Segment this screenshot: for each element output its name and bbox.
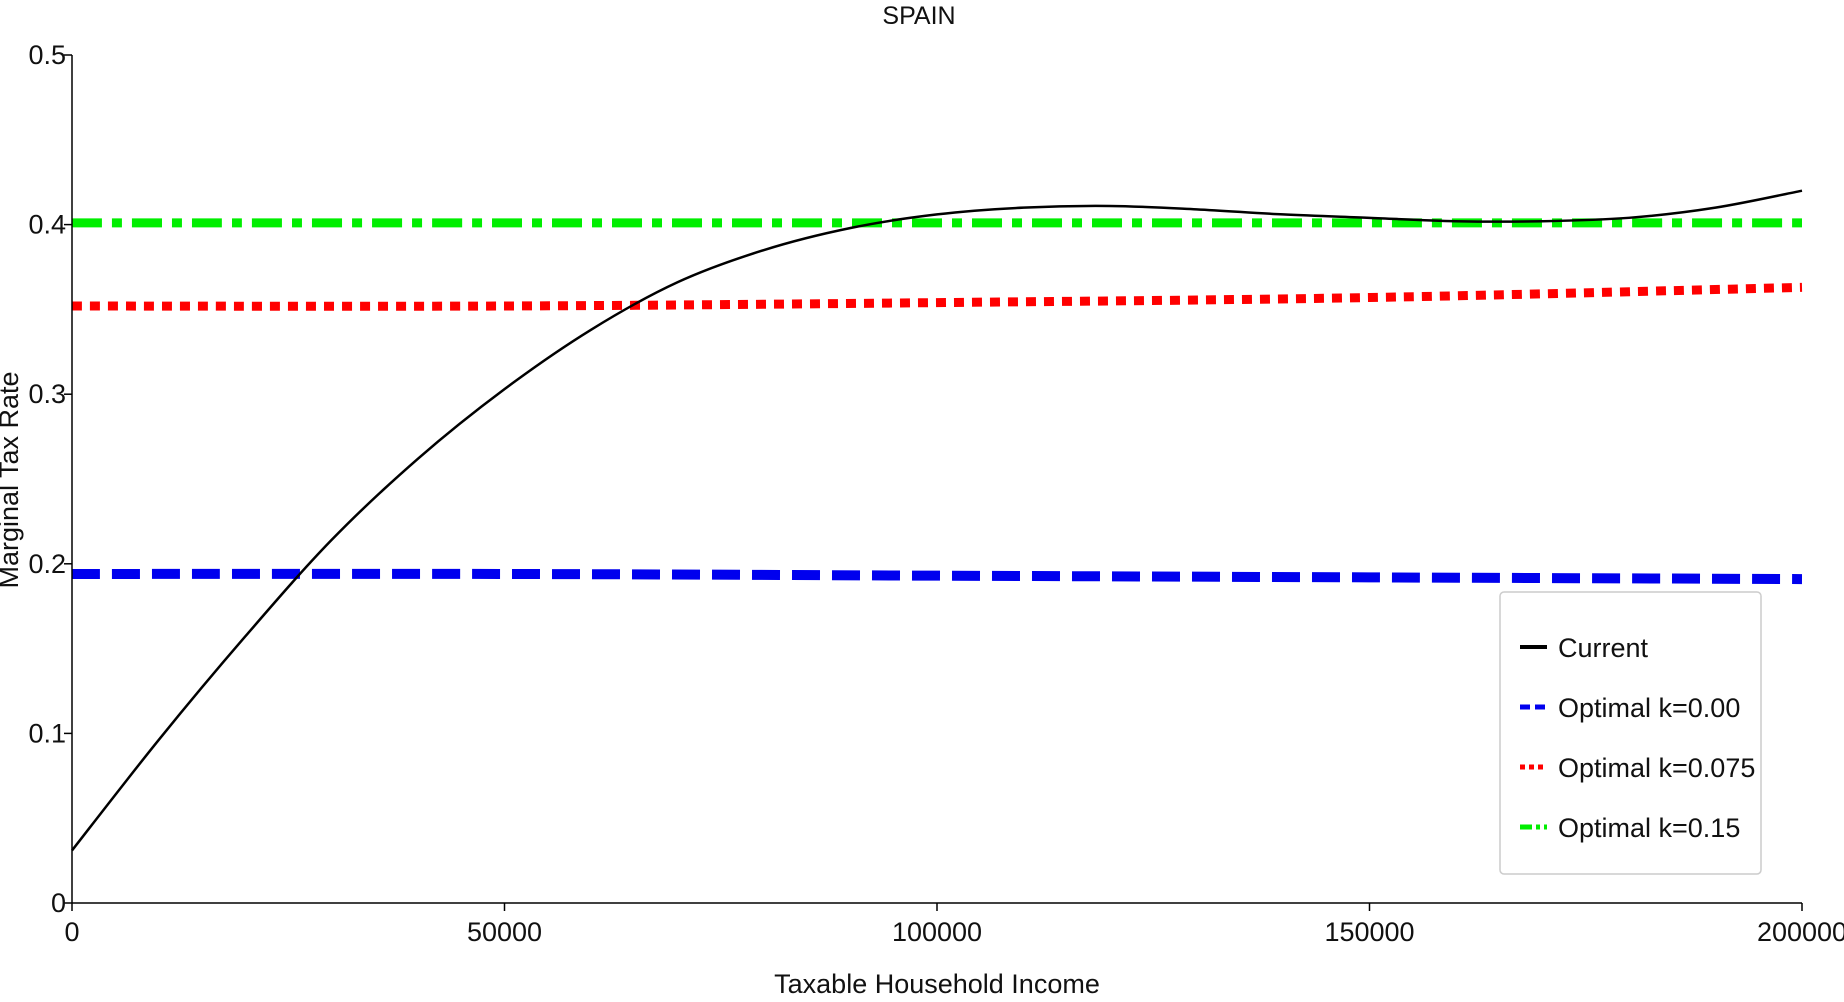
x-tick-label: 0 (64, 917, 79, 947)
axes: 0 50000 100000 150000 200000 0 0.1 0.2 0.3 0.4 0.5 (28, 40, 1844, 947)
series-line-2 (71, 282, 1803, 311)
y-axis-title: Marginal Tax Rate (0, 371, 24, 588)
y-tick-label: 0.3 (28, 379, 66, 409)
series-line-0 (71, 189, 1803, 852)
y-tick-label: 0.4 (28, 210, 66, 240)
plot-area (71, 189, 1803, 852)
series-line-1 (71, 568, 1803, 585)
x-axis-title: Taxable Household Income (774, 969, 1100, 997)
legend-label: Optimal k=0.075 (1558, 753, 1755, 783)
y-tick-label: 0.1 (28, 718, 66, 748)
chart-title: SPAIN (882, 2, 955, 30)
y-tick-label: 0 (51, 888, 66, 918)
x-tick-label: 50000 (467, 917, 542, 947)
y-tick-label: 0.5 (28, 40, 66, 70)
x-tick-label: 150000 (1324, 917, 1414, 947)
legend: Current Optimal k=0.00 Optimal k=0.075 Opti… (1499, 591, 1762, 875)
x-tick-label: 100000 (892, 917, 982, 947)
legend-label: Optimal k=0.00 (1558, 693, 1740, 723)
legend-box (1499, 591, 1762, 875)
x-tick-label: 200000 (1757, 917, 1844, 947)
legend-label: Current (1558, 633, 1649, 663)
legend-label: Optimal k=0.15 (1558, 813, 1740, 843)
y-tick-label: 0.2 (28, 549, 66, 579)
